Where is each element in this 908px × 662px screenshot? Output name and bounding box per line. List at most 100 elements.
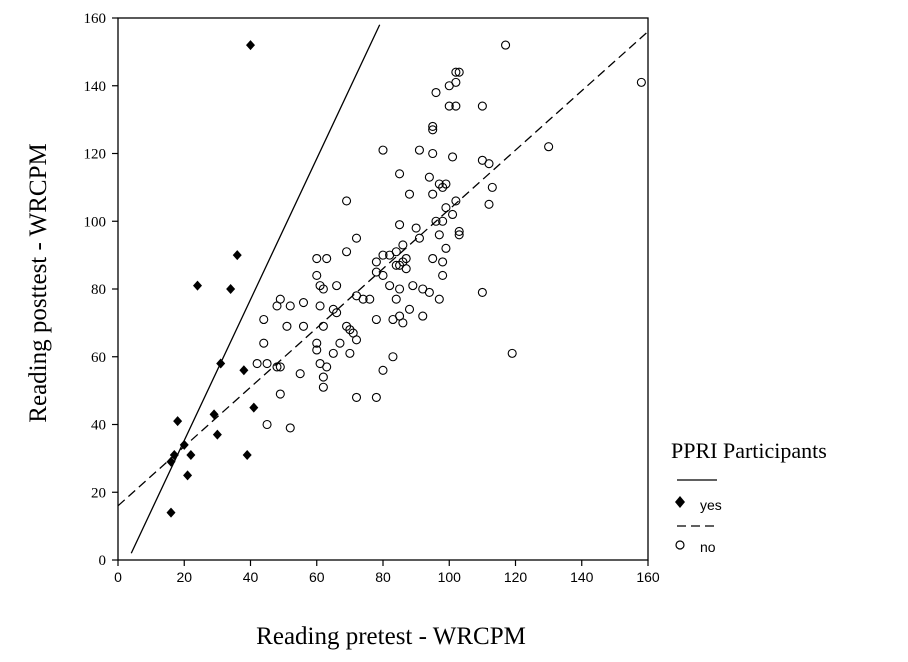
- point-no: [332, 281, 342, 291]
- point-yes: [173, 416, 183, 427]
- point-no: [312, 270, 322, 281]
- point-no: [401, 253, 411, 264]
- point-no: [345, 348, 355, 358]
- point-no: [312, 345, 322, 355]
- point-no: [487, 182, 497, 192]
- point-no: [424, 287, 434, 297]
- point-no: [282, 321, 292, 331]
- point-no: [414, 145, 424, 155]
- x-axis-ticks: 0 20 40 60 80 100 120 140 160: [114, 560, 660, 585]
- point-no: [312, 253, 322, 264]
- point-no: [484, 199, 494, 209]
- y-tick-label: 80: [91, 282, 106, 298]
- point-no: [322, 253, 332, 264]
- data-points: [166, 40, 646, 518]
- point-no: [438, 270, 448, 281]
- point-no: [434, 179, 444, 189]
- point-no: [262, 419, 272, 430]
- point-no: [544, 142, 554, 152]
- point-no: [385, 250, 395, 260]
- point-yes: [183, 470, 193, 481]
- point-no: [285, 423, 295, 433]
- y-axis-ticks: 0 20 40 60 80 100 120 140 160: [84, 11, 118, 569]
- y-tick-label: 120: [84, 147, 107, 163]
- point-no: [454, 226, 464, 236]
- point-no: [285, 301, 295, 311]
- point-no: [444, 81, 454, 91]
- point-no: [318, 321, 328, 331]
- point-no: [371, 392, 381, 402]
- point-no: [345, 325, 355, 335]
- fit-line-yes: [130, 24, 381, 554]
- point-no: [501, 40, 511, 50]
- point-no: [378, 250, 388, 260]
- point-no: [477, 101, 487, 111]
- point-no: [451, 196, 461, 206]
- x-tick-label: 140: [570, 569, 594, 585]
- point-no: [398, 240, 408, 250]
- point-no: [259, 338, 269, 348]
- point-no: [404, 189, 415, 199]
- point-yes: [216, 358, 226, 369]
- y-tick-label: 0: [99, 553, 107, 569]
- point-no: [414, 233, 424, 243]
- point-no: [322, 362, 332, 372]
- y-tick-label: 100: [84, 214, 107, 230]
- point-no: [315, 281, 325, 291]
- point-no: [428, 121, 438, 131]
- point-no: [395, 220, 405, 230]
- y-axis-title: Reading posttest - WRCPM: [25, 143, 52, 422]
- point-no: [365, 294, 375, 304]
- point-yes: [239, 365, 249, 376]
- point-yes: [212, 429, 222, 440]
- y-tick-label: 60: [91, 350, 106, 366]
- plot-area: [117, 17, 649, 561]
- point-yes: [193, 280, 202, 291]
- point-no: [454, 230, 464, 240]
- point-no: [441, 243, 451, 253]
- point-no: [451, 67, 461, 77]
- point-no: [332, 308, 342, 318]
- point-yes: [249, 402, 259, 413]
- point-no: [272, 362, 282, 372]
- point-no: [378, 270, 388, 281]
- point-no: [431, 216, 441, 226]
- point-no: [275, 362, 285, 372]
- point-no: [342, 321, 352, 331]
- y-tick-label: 160: [84, 11, 107, 27]
- legend-diamond-icon: [675, 496, 685, 508]
- point-yes: [246, 40, 255, 51]
- point-no: [448, 209, 458, 220]
- point-no: [454, 67, 464, 77]
- point-yes: [169, 449, 179, 460]
- y-tick-label: 20: [91, 485, 106, 501]
- point-no: [328, 304, 338, 314]
- point-no: [295, 369, 305, 379]
- regression-lines: [117, 24, 649, 554]
- x-axis-title: Reading pretest - WRCPM: [256, 623, 526, 650]
- x-tick-label: 120: [504, 569, 528, 585]
- point-no: [404, 304, 415, 314]
- point-no: [342, 247, 352, 257]
- point-no: [428, 148, 438, 159]
- point-no: [385, 281, 395, 291]
- fit-line-no: [117, 31, 649, 507]
- x-tick-label: 60: [309, 569, 325, 585]
- point-no: [351, 233, 362, 243]
- x-tick-label: 20: [176, 569, 192, 585]
- point-no: [262, 358, 272, 369]
- point-no: [272, 301, 282, 311]
- point-no: [444, 101, 454, 111]
- point-no: [408, 281, 418, 291]
- point-no: [259, 314, 269, 325]
- point-no: [438, 257, 448, 267]
- point-yes: [226, 284, 236, 294]
- point-no: [395, 284, 405, 294]
- point-no: [484, 159, 494, 169]
- point-no: [424, 172, 434, 182]
- x-tick-label: 80: [375, 569, 391, 585]
- point-no: [441, 203, 451, 213]
- point-no: [318, 372, 328, 382]
- point-no: [477, 287, 487, 297]
- point-no: [335, 338, 345, 348]
